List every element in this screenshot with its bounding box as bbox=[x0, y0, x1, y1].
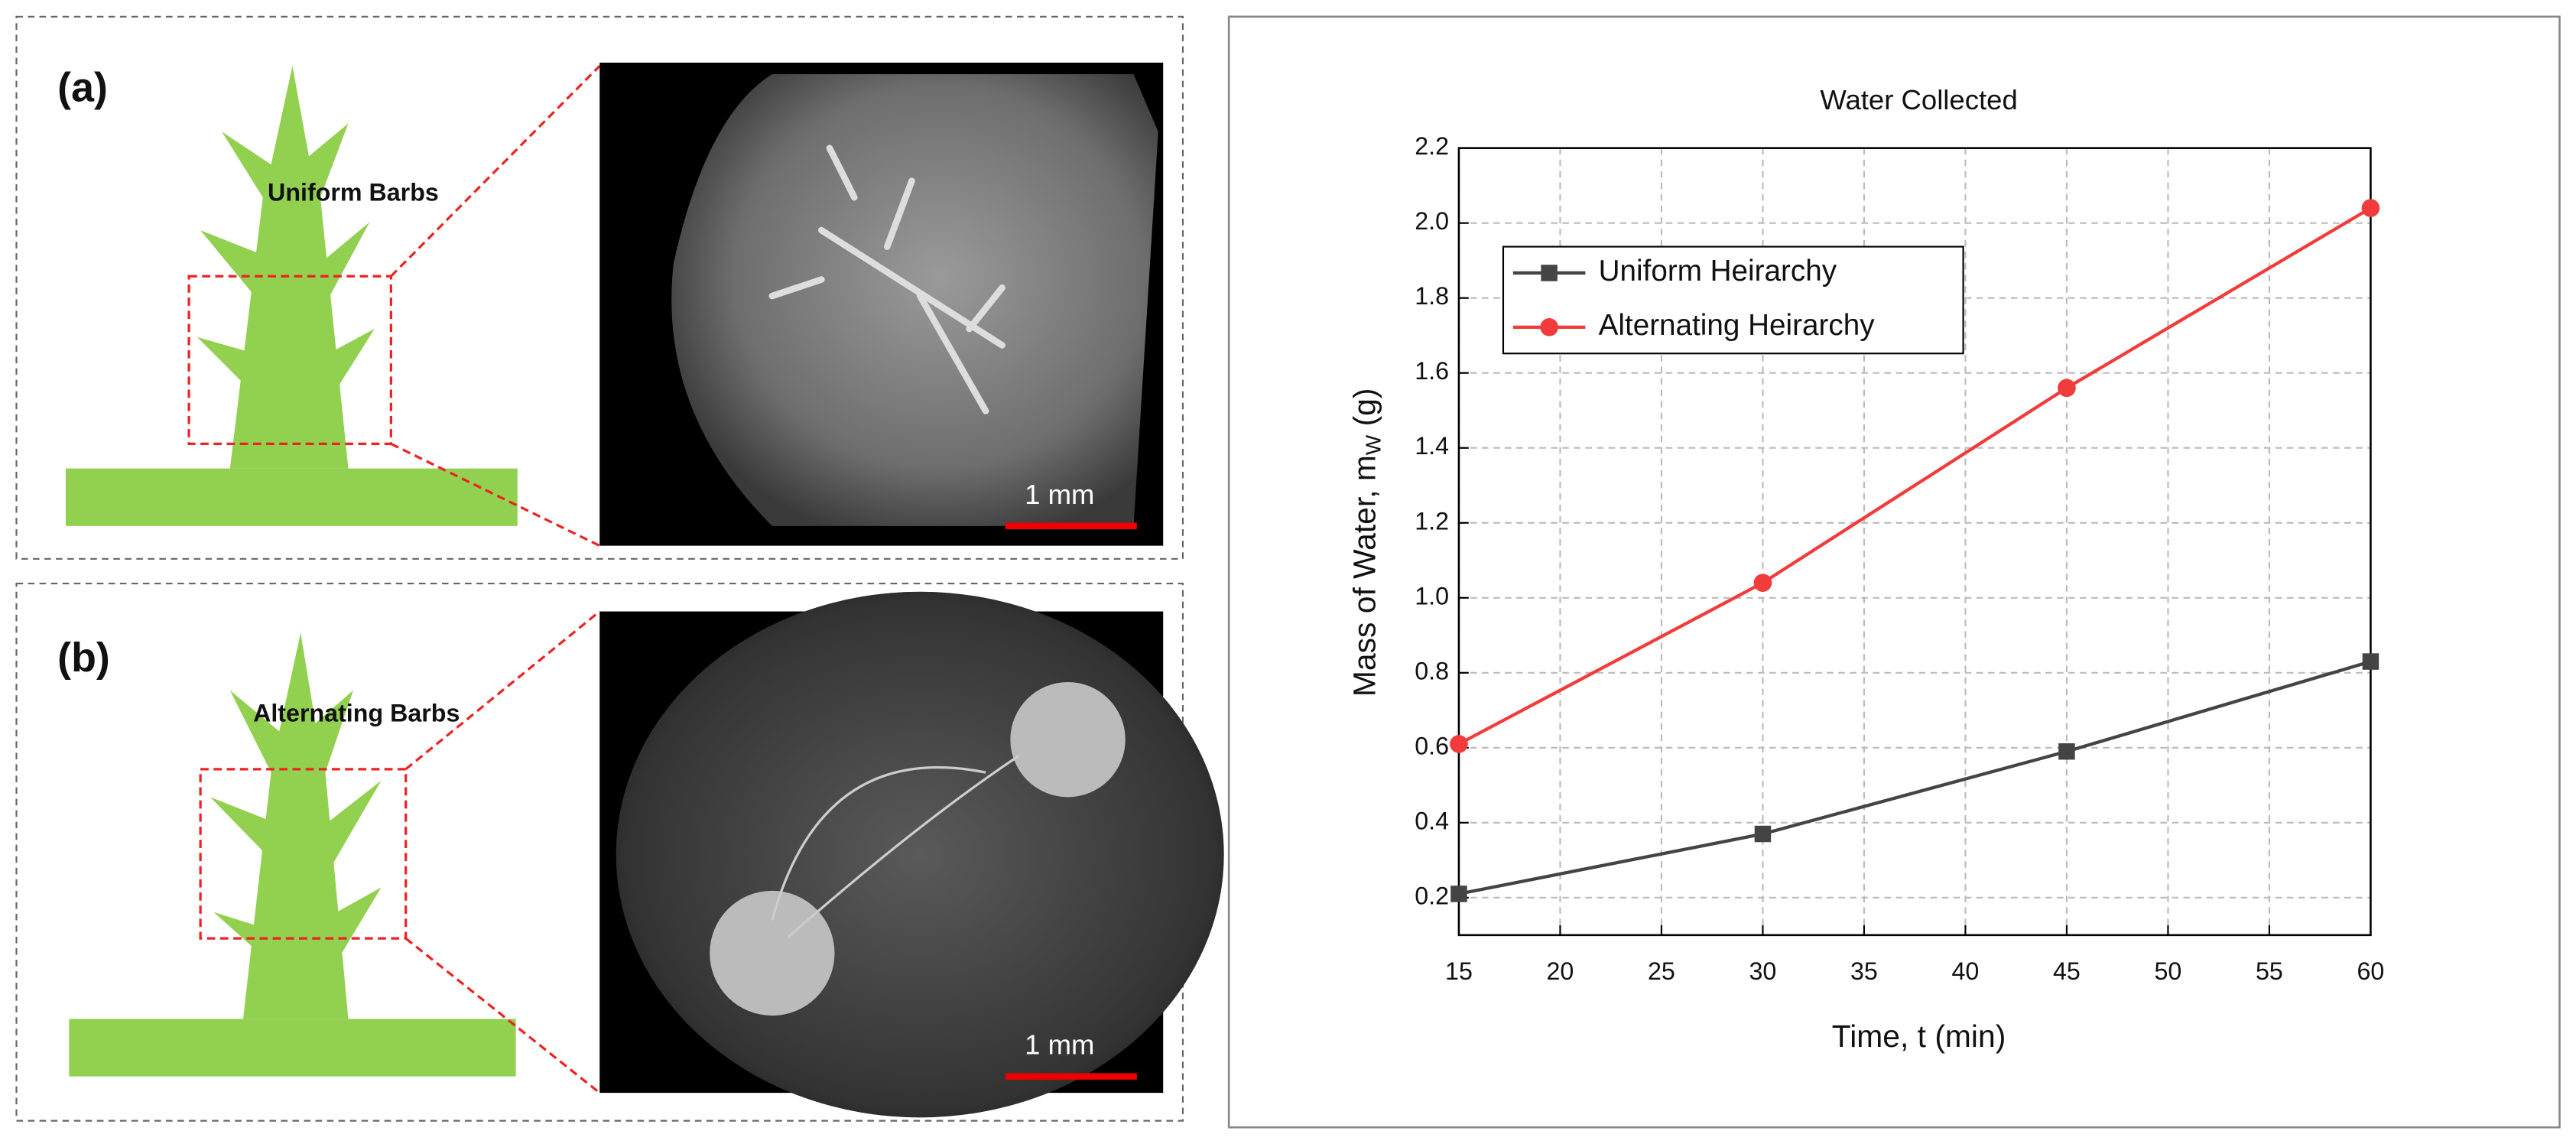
marker bbox=[1450, 886, 1467, 902]
panel-b: (b) Alternating Barbs 1 mm bbox=[15, 582, 1224, 1122]
y-tick-label: 2.0 bbox=[1415, 207, 1449, 235]
y-tick-label: 1.2 bbox=[1415, 507, 1449, 535]
marker bbox=[2058, 379, 2076, 398]
marker bbox=[1753, 574, 1772, 592]
scale-label: 1 mm bbox=[1025, 479, 1094, 510]
y-tick-label: 1.8 bbox=[1415, 282, 1449, 310]
x-tick-label: 20 bbox=[1547, 957, 1574, 985]
y-tick-label: 0.8 bbox=[1415, 657, 1449, 684]
x-tick-label: 15 bbox=[1445, 957, 1473, 985]
caption: Uniform Barbs bbox=[268, 178, 439, 206]
x-axis-label: Time, t (min) bbox=[1832, 1019, 2006, 1054]
sem-fiber bbox=[771, 755, 1020, 938]
x-tick-label: 45 bbox=[2053, 957, 2081, 985]
y-axis-label: Mass of Water, mW (g) bbox=[1346, 388, 1385, 697]
marker bbox=[2361, 199, 2380, 217]
y-tick-label: 0.2 bbox=[1415, 882, 1449, 909]
y-tick-label: 1.4 bbox=[1415, 432, 1449, 460]
barb-diagram bbox=[65, 66, 518, 526]
zoom-line bbox=[404, 610, 601, 771]
sem-barb-ball bbox=[710, 890, 835, 1016]
y-tick-label: 2.2 bbox=[1415, 132, 1449, 160]
sem-specimen bbox=[671, 73, 1158, 526]
x-tick-label: 40 bbox=[1952, 957, 1980, 985]
zoom-line bbox=[404, 937, 601, 1094]
legend-marker bbox=[1540, 318, 1558, 336]
chart-frame bbox=[1227, 15, 2561, 1129]
series-line bbox=[1457, 206, 2372, 746]
y-axis-label-sub: W bbox=[1362, 434, 1385, 455]
sem-specimen bbox=[616, 591, 1224, 1118]
panel-label: (a) bbox=[57, 65, 108, 111]
y-tick-label: 1.6 bbox=[1415, 357, 1449, 385]
caption: Alternating Barbs bbox=[253, 699, 460, 726]
panel-frame bbox=[15, 15, 1184, 560]
panel-a: (a) Uniform Barbs 1 mm bbox=[15, 15, 1184, 560]
x-tick-label: 55 bbox=[2256, 957, 2283, 985]
legend-marker bbox=[1541, 265, 1558, 281]
x-tick-label: 30 bbox=[1749, 957, 1777, 985]
y-tick-label: 1.0 bbox=[1415, 582, 1449, 609]
zoom-line bbox=[390, 65, 601, 278]
marker bbox=[2362, 653, 2379, 670]
y-axis-label-main: Mass of Water, m bbox=[1346, 455, 1382, 697]
zoom-box bbox=[199, 768, 408, 940]
y-tick-label: 0.6 bbox=[1415, 732, 1449, 759]
plot-area bbox=[1457, 147, 2372, 937]
sem-barb-ball bbox=[1010, 681, 1126, 798]
panel-label: (b) bbox=[57, 635, 110, 681]
chart-title: Water Collected bbox=[1820, 84, 2017, 115]
marker bbox=[1754, 825, 1772, 843]
marker bbox=[1450, 735, 1468, 753]
y-axis-label-unit: (g) bbox=[1346, 388, 1382, 435]
marker bbox=[2058, 743, 2075, 760]
legend-label: Uniform Heirarchy bbox=[1599, 255, 1837, 288]
x-tick-label: 50 bbox=[2155, 957, 2182, 985]
scale-label: 1 mm bbox=[1025, 1029, 1094, 1061]
barb-diagram bbox=[69, 632, 516, 1077]
x-tick-label: 35 bbox=[1850, 957, 1878, 985]
legend-label: Alternating Heirarchy bbox=[1599, 309, 1876, 342]
y-tick-label: 0.4 bbox=[1415, 807, 1449, 834]
plot: 15 20 25 30 35 40 45 50 55 60 0.2 0.4 0.6 0.8 1.0 1.2 1.… bbox=[1415, 132, 2384, 985]
series-line bbox=[1458, 660, 2372, 896]
x-tick-label: 25 bbox=[1648, 957, 1675, 985]
x-tick-label: 60 bbox=[2357, 957, 2385, 985]
sem-barbs bbox=[768, 145, 1005, 414]
legend-box bbox=[1502, 245, 1964, 355]
